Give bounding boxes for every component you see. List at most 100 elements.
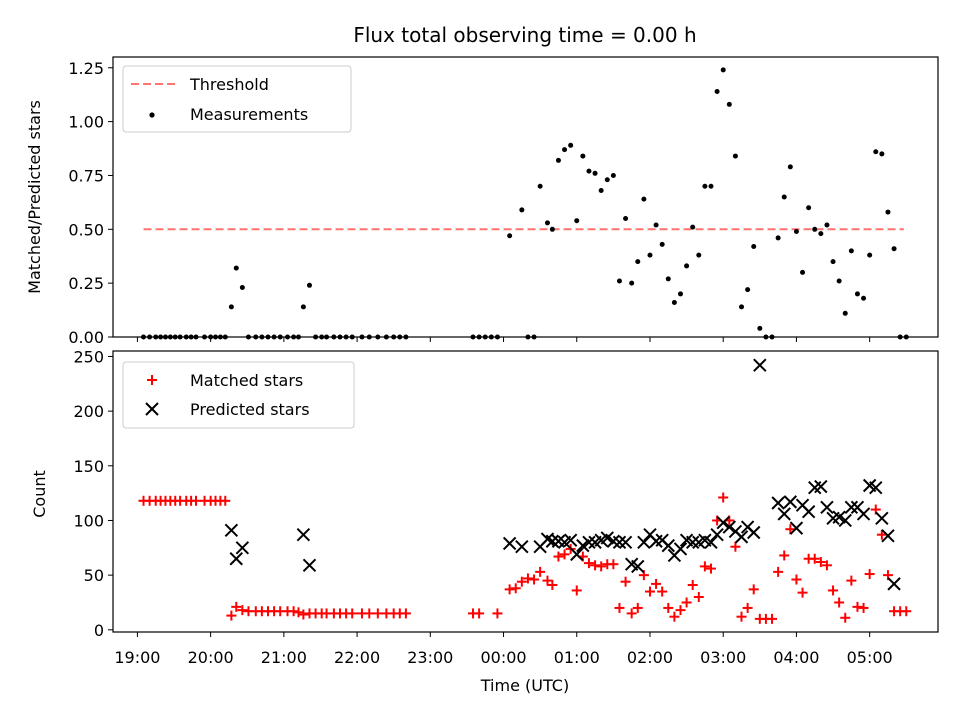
matched-point	[748, 584, 759, 595]
matched-point	[504, 584, 515, 595]
matched-point	[901, 606, 912, 617]
matched-point	[372, 608, 383, 619]
measurement-point	[306, 282, 312, 288]
measurement-point	[696, 252, 702, 258]
measurement-point	[537, 183, 543, 189]
matched-point	[651, 578, 662, 589]
matched-point	[226, 610, 237, 621]
matched-point	[288, 606, 299, 617]
predicted-point	[631, 559, 645, 574]
measurement-point	[635, 259, 641, 265]
bottom-x-tick-label: 04:00	[773, 648, 819, 667]
legend-matched-label: Matched stars	[190, 371, 303, 390]
matched-point	[681, 597, 692, 608]
legend-threshold-label: Threshold	[189, 75, 269, 94]
measurement-point	[739, 304, 745, 310]
measurement-point	[775, 235, 781, 241]
predicted-point	[771, 496, 785, 510]
matched-point	[773, 566, 784, 577]
bottom-x-tick-label: 02:00	[627, 648, 673, 667]
bottom-panel: 0 50 100 150 200 250 19:00 20:00 21:00 22:00 23:0…	[30, 347, 939, 695]
top-y-tick-label: 0.25	[68, 274, 104, 293]
matched-point	[687, 579, 698, 590]
matched-point	[693, 592, 704, 603]
measurement-point	[854, 291, 860, 297]
bottom-x-tick-label: 05:00	[847, 648, 893, 667]
matched-point	[632, 602, 643, 613]
predicted-legend-marker	[145, 402, 159, 416]
matched-point	[347, 608, 358, 619]
bottom-x-tick-label: 20:00	[188, 648, 234, 667]
measurement-point	[544, 220, 550, 226]
matched-point	[852, 601, 863, 612]
top-plot-area	[141, 67, 909, 340]
matched-point	[809, 553, 820, 564]
measurement-point	[812, 226, 818, 232]
top-y-ticks: 0.00 0.25 0.50 0.75 1.00 1.25	[68, 59, 113, 347]
predicted-point	[814, 479, 828, 494]
bottom-x-tick-label: 03:00	[700, 648, 746, 667]
predicted-point	[235, 541, 250, 555]
measurement-point	[830, 259, 836, 265]
matched-point	[237, 605, 248, 616]
matched-point	[736, 611, 747, 622]
predicted-point	[710, 527, 724, 542]
matched-point	[190, 495, 201, 506]
bottom-y-tick-label: 250	[73, 347, 104, 366]
bottom-x-tick-label: 00:00	[480, 648, 526, 667]
matched-point	[492, 608, 503, 619]
matched-point	[559, 549, 570, 560]
matched-legend-marker	[147, 375, 157, 385]
matched-point	[571, 585, 582, 596]
matched-point	[785, 524, 796, 535]
matched-point	[231, 601, 242, 612]
matched-point	[298, 609, 309, 620]
measurement-point	[702, 183, 708, 189]
top-y-tick-label: 1.25	[68, 59, 104, 78]
measurement-point	[677, 291, 683, 297]
matched-point	[553, 551, 564, 562]
matched-point	[547, 579, 558, 590]
predicted-point	[881, 529, 895, 543]
measurement-point	[781, 194, 787, 200]
predicted-point	[302, 558, 317, 573]
predicted-point	[685, 535, 700, 550]
measurement-point	[806, 205, 812, 211]
matched-point	[675, 605, 686, 616]
measurement-point	[861, 295, 867, 301]
predicted-point	[856, 507, 871, 521]
matched-point	[834, 597, 845, 608]
measurement-point	[720, 67, 726, 73]
bottom-x-tick-label: 19:00	[114, 648, 160, 667]
matched-point	[815, 557, 826, 568]
predicted-point	[869, 480, 883, 495]
bottom-x-tick-label: 23:00	[407, 648, 453, 667]
predicted-point	[753, 358, 767, 372]
matched-point	[669, 611, 680, 622]
measurement-point	[800, 269, 806, 275]
matched-point	[699, 561, 710, 572]
matched-point	[400, 608, 411, 619]
measurement-point	[641, 196, 647, 202]
predicted-point	[570, 547, 584, 562]
measurement-point	[616, 278, 622, 284]
matched-point	[730, 541, 741, 552]
predicted-point	[661, 538, 675, 553]
bottom-y-tick-label: 200	[73, 402, 104, 421]
measurement-legend-marker	[149, 112, 155, 118]
matched-point	[657, 586, 668, 597]
measurement-point	[842, 310, 848, 316]
legend-measurements-label: Measurements	[190, 105, 308, 124]
matched-point	[742, 602, 753, 613]
matched-point	[876, 529, 887, 540]
matched-point	[626, 608, 637, 619]
top-y-tick-label: 0.75	[68, 166, 104, 185]
matched-point	[864, 569, 875, 580]
measurement-point	[586, 168, 592, 174]
matched-point	[620, 576, 631, 587]
measurement-point	[598, 188, 604, 194]
measurement-point	[873, 149, 879, 155]
bottom-y-ticks: 0 50 100 150 200 250	[73, 347, 113, 640]
measurement-point	[879, 151, 885, 157]
